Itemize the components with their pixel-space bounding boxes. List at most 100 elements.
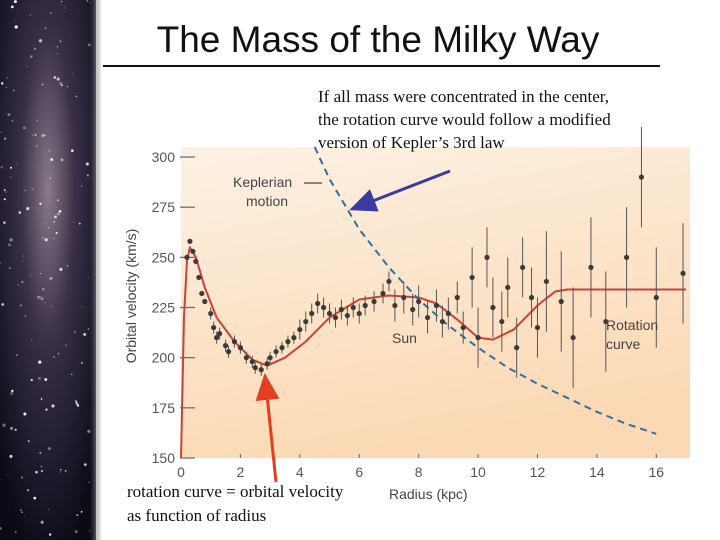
data-point — [680, 270, 686, 277]
star — [12, 89, 15, 92]
data-point — [380, 290, 386, 297]
data-point — [356, 310, 362, 317]
star — [56, 45, 59, 48]
kepler-label: Keplerian — [233, 174, 292, 190]
star — [14, 531, 17, 534]
star — [22, 260, 24, 262]
star — [47, 447, 51, 451]
star — [71, 149, 74, 152]
star — [44, 302, 46, 304]
star — [48, 227, 50, 229]
star — [81, 185, 83, 187]
star — [38, 360, 42, 364]
star — [36, 119, 39, 122]
star — [59, 3, 61, 5]
star — [53, 221, 55, 223]
star — [35, 470, 38, 474]
data-point — [484, 254, 490, 260]
data-point — [199, 290, 205, 297]
star — [26, 207, 30, 211]
data-point — [392, 302, 398, 309]
star — [30, 378, 33, 382]
star — [50, 305, 52, 307]
star — [65, 344, 67, 346]
star — [0, 166, 3, 169]
star — [43, 134, 46, 137]
star — [59, 267, 63, 271]
data-point — [469, 274, 475, 281]
star — [89, 2, 91, 4]
data-point — [211, 324, 217, 331]
star — [26, 66, 28, 68]
data-point — [534, 324, 541, 331]
star — [49, 276, 53, 280]
title: The Mass of the Milky Way — [157, 19, 600, 60]
star — [17, 284, 20, 286]
star — [8, 267, 11, 270]
y-tick-label: 150 — [152, 450, 176, 466]
kepler-label: motion — [246, 193, 288, 209]
data-point — [653, 294, 659, 301]
star — [5, 86, 8, 88]
star — [73, 222, 75, 224]
data-point — [416, 298, 422, 305]
star — [64, 470, 67, 472]
data-point — [193, 258, 199, 264]
data-point — [338, 306, 345, 313]
data-point — [570, 335, 576, 341]
star — [32, 134, 34, 137]
rotation-label: Rotation — [606, 317, 658, 333]
data-point — [190, 248, 196, 254]
star — [29, 275, 31, 277]
data-point — [279, 345, 285, 351]
data-point — [475, 335, 481, 341]
star — [36, 152, 37, 154]
star — [9, 176, 11, 178]
star — [44, 378, 48, 381]
star — [11, 119, 14, 122]
star — [74, 400, 78, 403]
data-point — [202, 298, 208, 305]
star — [50, 12, 52, 14]
star — [40, 465, 43, 468]
star — [16, 354, 18, 356]
star — [33, 47, 37, 50]
data-point — [291, 335, 297, 341]
y-tick-label: 300 — [152, 149, 176, 165]
star — [56, 53, 58, 55]
star — [66, 172, 68, 174]
data-point — [309, 310, 315, 317]
star — [58, 209, 62, 213]
data-point — [243, 355, 249, 361]
star — [22, 255, 24, 257]
star — [54, 215, 57, 219]
data-point — [638, 174, 645, 180]
star — [26, 538, 28, 540]
star — [20, 509, 22, 512]
star — [24, 189, 27, 192]
star — [38, 377, 41, 380]
y-axis-label: Orbital velocity (km/s) — [123, 229, 139, 364]
star — [40, 520, 44, 524]
plot: 150 175 200 225 250 275 300 0 2 4 6 8 10 12 14 16 — [152, 126, 686, 480]
data-point — [214, 335, 220, 341]
star — [53, 237, 55, 239]
x-tick-label: 16 — [649, 464, 665, 480]
data-point — [217, 331, 223, 337]
data-point — [252, 365, 258, 371]
star — [87, 277, 89, 279]
arrow — [255, 373, 280, 483]
data-point — [237, 345, 244, 351]
star — [56, 77, 60, 81]
star — [8, 243, 11, 247]
data-point — [490, 304, 496, 311]
star — [75, 95, 78, 98]
star — [60, 84, 63, 87]
star — [14, 428, 17, 431]
star — [85, 162, 89, 166]
star — [40, 469, 44, 473]
star — [44, 238, 48, 242]
star — [11, 389, 14, 393]
annotation-top: the rotation curve would follow a modifi… — [318, 110, 611, 129]
annotation-bg — [122, 478, 384, 528]
